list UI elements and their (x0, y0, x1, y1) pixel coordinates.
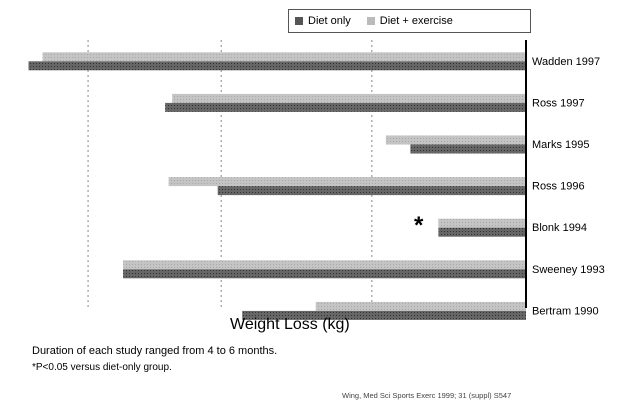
legend-item-diet-only: Diet only (295, 15, 351, 27)
category-label-marks-1995: Marks 1995 (532, 139, 589, 151)
source-citation: Wing, Med Sci Sports Exerc 1999; 31 (sup… (342, 391, 512, 400)
category-label-blonk-1994: Blonk 1994 (532, 222, 587, 234)
duration-note: Duration of each study ranged from 4 to … (32, 345, 278, 357)
significance-note: *P<0.05 versus diet-only group. (32, 362, 172, 373)
bar-sweeney-1993-diet-exercise (123, 260, 526, 270)
bar-blonk-1994-diet-exercise (438, 218, 526, 228)
legend-swatch-diet-only (295, 17, 303, 25)
bar-ross-1997-diet-exercise (172, 93, 526, 103)
bar-wadden-1997-diet-exercise (42, 52, 526, 62)
legend-item-diet-exercise: Diet + exercise (366, 15, 453, 27)
bar-sweeney-1993-diet-only (123, 269, 526, 279)
bar-ross-1996-diet-exercise (168, 177, 527, 187)
category-label-ross-1997: Ross 1997 (532, 97, 585, 109)
bar-ross-1996-diet-only (217, 186, 527, 196)
category-labels: Wadden 1997 Ross 1997 Marks 1995 Ross 1996 B… (532, 56, 605, 318)
bar-bertram-1990-diet-only (242, 310, 526, 320)
legend-label-diet-exercise: Diet + exercise (379, 15, 453, 27)
category-label-bertram-1990: Bertram 1990 (532, 305, 599, 317)
category-label-wadden-1997: Wadden 1997 (532, 56, 600, 68)
category-label-ross-1996: Ross 1996 (532, 181, 585, 193)
legend-swatch-diet-exercise (366, 17, 375, 25)
bar-bertram-1990-diet-exercise (315, 301, 526, 311)
bar-ross-1997-diet-only (165, 102, 526, 112)
bar-marks-1995-diet-only (410, 144, 526, 154)
bars (28, 52, 527, 320)
significance-asterisk: * (414, 212, 424, 239)
bar-marks-1995-diet-exercise (385, 135, 526, 145)
bar-blonk-1994-diet-only (438, 227, 526, 237)
category-label-sweeney-1993: Sweeney 1993 (532, 264, 605, 276)
x-axis-label: Weight Loss (kg) (230, 316, 350, 333)
legend: Diet only Diet + exercise (288, 9, 531, 33)
bar-wadden-1997-diet-only (28, 61, 526, 71)
legend-label-diet-only: Diet only (308, 15, 351, 27)
